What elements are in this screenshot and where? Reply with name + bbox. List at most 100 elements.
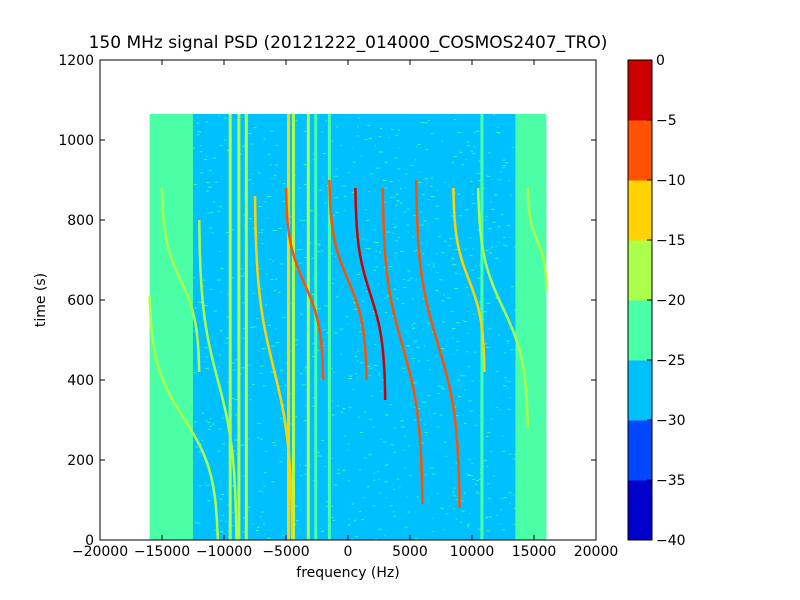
noise-speckle	[193, 330, 195, 332]
noise-speckle	[273, 444, 277, 446]
noise-speckle	[444, 182, 447, 184]
noise-speckle	[321, 131, 324, 133]
noise-speckle	[419, 251, 422, 253]
noise-speckle	[396, 200, 400, 202]
noise-speckle	[353, 301, 357, 303]
noise-speckle	[299, 464, 302, 466]
noise-speckle	[403, 449, 406, 451]
noise-speckle	[220, 531, 223, 533]
noise-speckle	[282, 404, 285, 406]
noise-speckle	[386, 231, 391, 233]
colorbar-segment	[628, 240, 652, 301]
noise-speckle	[243, 328, 245, 330]
noise-speckle	[331, 414, 335, 416]
noise-speckle	[459, 151, 463, 153]
noise-speckle	[492, 221, 496, 223]
noise-speckle	[487, 175, 491, 177]
noise-speckle	[366, 220, 370, 222]
noise-speckle	[389, 505, 393, 507]
noise-speckle	[220, 267, 224, 269]
noise-speckle	[195, 522, 199, 524]
noise-speckle	[395, 204, 398, 206]
noise-speckle	[214, 529, 217, 531]
noise-speckle	[393, 451, 396, 453]
noise-speckle	[316, 243, 320, 245]
x-tick-label: −15000	[134, 544, 190, 560]
noise-speckle	[384, 464, 388, 466]
noise-speckle	[467, 459, 472, 461]
noise-speckle	[423, 327, 425, 329]
noise-speckle	[475, 492, 480, 494]
y-tick-label: 1000	[58, 133, 94, 149]
noise-speckle	[424, 148, 429, 150]
noise-speckle	[333, 175, 338, 177]
noise-speckle	[422, 401, 427, 403]
noise-speckle	[453, 119, 457, 121]
noise-speckle	[464, 248, 468, 250]
noise-speckle	[421, 203, 423, 205]
noise-speckle	[397, 236, 401, 238]
noise-speckle	[325, 120, 328, 122]
noise-speckle	[402, 286, 407, 288]
noise-speckle	[345, 316, 349, 318]
colorbar-segment	[628, 360, 652, 421]
noise-speckle	[486, 516, 489, 518]
noise-speckle	[514, 454, 516, 456]
noise-speckle	[321, 530, 325, 532]
x-tick-label: 5000	[392, 544, 428, 560]
noise-speckle	[466, 141, 470, 143]
noise-speckle	[347, 378, 352, 380]
noise-speckle	[212, 201, 216, 203]
noise-speckle	[218, 251, 221, 253]
noise-speckle	[322, 329, 326, 331]
noise-speckle	[378, 374, 381, 376]
noise-speckle	[499, 409, 501, 411]
noise-speckle	[505, 340, 510, 342]
colorbar-segment	[628, 300, 652, 361]
noise-speckle	[272, 260, 274, 262]
noise-speckle	[498, 133, 501, 135]
noise-speckle	[490, 246, 494, 248]
noise-speckle	[197, 522, 201, 524]
noise-speckle	[404, 331, 407, 333]
noise-speckle	[264, 450, 268, 452]
noise-speckle	[303, 256, 308, 258]
noise-speckle	[460, 374, 463, 376]
noise-speckle	[199, 302, 203, 304]
colorbar-segment	[628, 420, 652, 481]
noise-speckle	[393, 157, 398, 159]
noise-speckle	[488, 328, 492, 330]
noise-speckle	[472, 313, 475, 315]
noise-speckle	[209, 212, 213, 214]
noise-speckle	[368, 418, 373, 420]
noise-speckle	[431, 473, 436, 475]
noise-speckle	[485, 215, 488, 217]
noise-speckle	[204, 361, 206, 363]
noise-speckle	[460, 500, 464, 502]
noise-speckle	[241, 444, 245, 446]
noise-speckle	[440, 507, 444, 509]
noise-speckle	[432, 263, 435, 265]
noise-speckle	[324, 202, 328, 204]
noise-speckle	[500, 171, 502, 173]
noise-speckle	[261, 232, 263, 234]
noise-speckle	[374, 344, 377, 346]
noise-speckle	[461, 164, 464, 166]
noise-speckle	[247, 506, 250, 508]
noise-speckle	[347, 524, 351, 526]
doppler-track	[476, 187, 530, 429]
noise-speckle	[349, 375, 353, 377]
noise-speckle	[489, 451, 492, 453]
noise-speckle	[365, 209, 367, 211]
noise-speckle	[436, 190, 439, 192]
noise-speckle	[494, 194, 498, 196]
noise-speckle	[207, 500, 211, 502]
noise-speckle	[474, 424, 478, 426]
noise-speckle	[469, 512, 471, 514]
y-tick-label: 0	[85, 533, 94, 549]
noise-speckle	[194, 421, 197, 423]
noise-speckle	[385, 497, 387, 499]
noise-speckle	[207, 212, 210, 214]
noise-speckle	[359, 324, 363, 326]
noise-speckle	[263, 472, 268, 474]
